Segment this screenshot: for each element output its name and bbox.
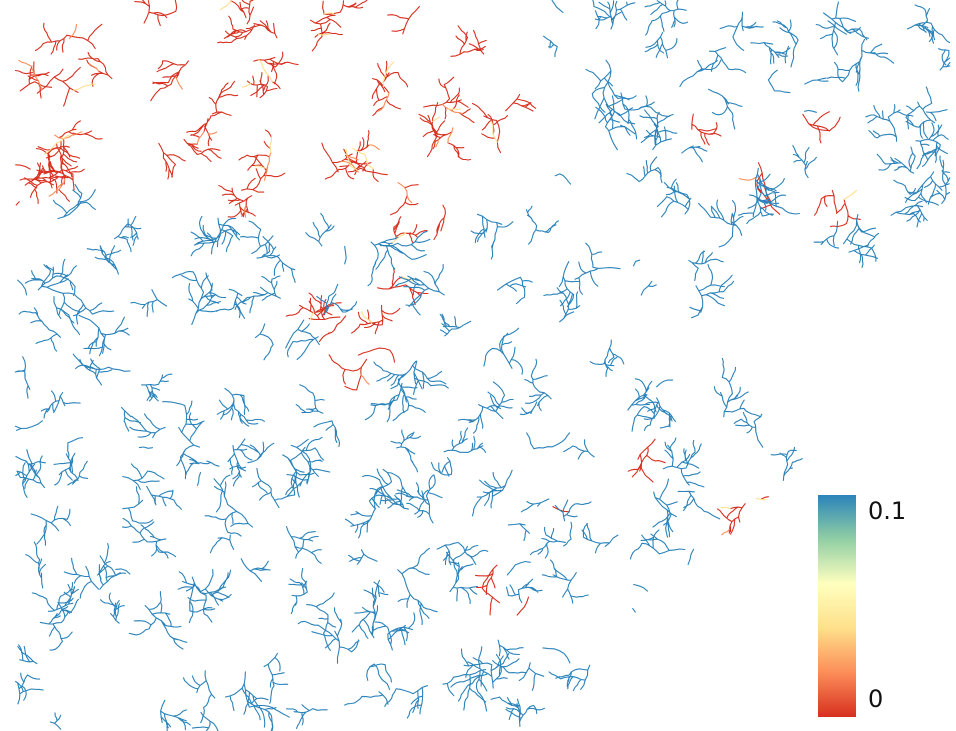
colorbar-tick-label: 0 [868, 685, 883, 713]
river-lines [15, 0, 950, 731]
page: 0.10 (() => { const data = JSON.parse(do… [0, 0, 956, 731]
map: 0.10 [0, 0, 956, 731]
river-lines [19, 25, 760, 535]
colorbar-tick-label: 0.1 [868, 497, 906, 525]
colorbar: 0.10 [818, 495, 906, 717]
river-network [15, 0, 950, 731]
colorbar-gradient [818, 495, 856, 717]
